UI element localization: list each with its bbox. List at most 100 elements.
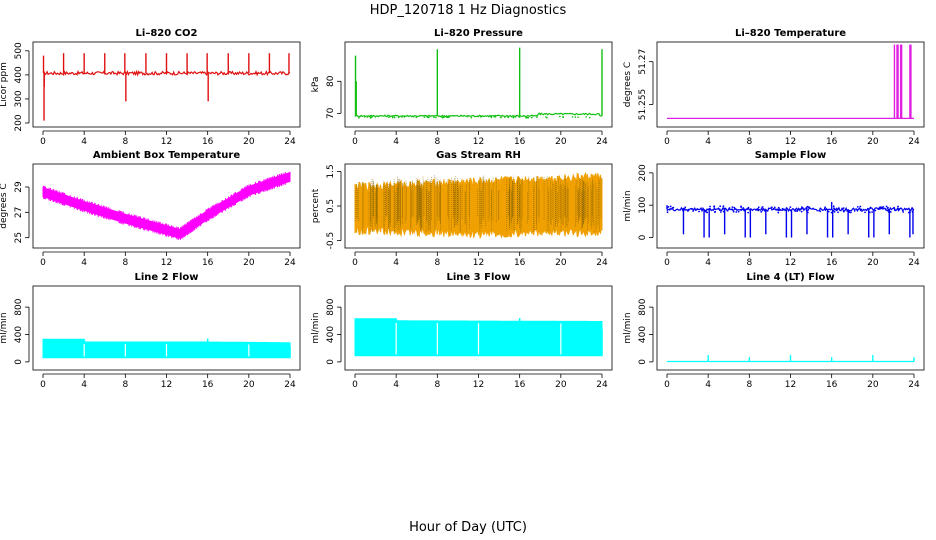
flow-point (743, 208, 746, 211)
flow-point (687, 210, 689, 212)
outlier-point (490, 116, 493, 119)
flow-point (860, 208, 863, 211)
outlier-point (588, 116, 591, 119)
flow-point (849, 211, 852, 214)
flow-point (882, 205, 885, 208)
x-tick-label: 24 (908, 137, 920, 147)
outlier-point (527, 116, 530, 119)
panel-9: 0 4 8 12 16 20 24 0 400 800 ml/min Line 4 (LT) Flow (623, 272, 925, 390)
outlier-point (412, 115, 415, 118)
flow-point (885, 205, 888, 208)
flow-point (871, 211, 874, 213)
outlier-point (363, 116, 366, 118)
outlier-point (374, 115, 377, 118)
outlier-point (500, 116, 502, 119)
y-tick-label: 800 (326, 298, 336, 315)
x-tick-label: 20 (555, 137, 567, 147)
flow-point (735, 211, 738, 213)
y-tick-label: 200 (638, 164, 648, 181)
flow-point (805, 209, 808, 212)
y-tick-label: 0 (326, 359, 336, 365)
flow-point (789, 206, 792, 209)
flow-point (770, 206, 773, 209)
flow-point (761, 206, 764, 208)
flow-point (667, 206, 670, 208)
y-tick-label: 80 (326, 75, 336, 87)
x-tick-label: 24 (284, 137, 296, 147)
flow-point (772, 207, 775, 210)
flow-point (773, 206, 776, 209)
outlier-point (562, 115, 564, 118)
x-tick-label: 16 (514, 380, 526, 390)
x-tick-label: 16 (514, 137, 526, 147)
flow-point (708, 207, 711, 210)
y-tick-label: 0 (14, 359, 24, 365)
x-tick-label: 0 (664, 380, 670, 390)
x-tick-label: 0 (352, 258, 358, 268)
flow-point (832, 205, 835, 208)
outlier-point (518, 116, 521, 118)
panel-title: Li–820 CO2 (136, 28, 198, 39)
x-tick-label: 8 (746, 380, 752, 390)
outlier-point (401, 116, 403, 118)
y-axis-label: kPa (311, 77, 321, 93)
x-tick-label: 16 (202, 380, 214, 390)
flow-point (909, 211, 911, 213)
plot-area (666, 201, 915, 238)
x-tick-label: 24 (284, 380, 296, 390)
outlier-point (358, 117, 360, 119)
flow-point (897, 205, 900, 208)
flow-point (719, 205, 722, 208)
flow-point (893, 209, 896, 211)
y-tick-label: 25 (14, 232, 24, 243)
outlier-point (585, 116, 588, 118)
flow-point (757, 206, 760, 209)
outlier-point (493, 115, 496, 118)
flow-point (886, 206, 889, 209)
flow-point (824, 206, 827, 209)
flow-point (893, 206, 895, 209)
flow-point (869, 206, 872, 209)
plot-frame (344, 285, 613, 371)
y-tick-label: 0 (638, 359, 648, 365)
flow-point (720, 211, 722, 213)
x-tick-label: 16 (826, 137, 838, 147)
flow-point (781, 207, 784, 210)
outlier-point (571, 116, 574, 118)
x-tick-label: 24 (908, 380, 920, 390)
flow-point (733, 206, 736, 209)
y-axis-label: degrees C (623, 62, 633, 107)
flow-point (741, 208, 744, 211)
x-tick-label: 20 (243, 137, 255, 147)
x-tick-label: 0 (352, 380, 358, 390)
flow-point (832, 207, 835, 210)
panel-3: 0 4 8 12 16 20 24 51.255 51.27 degrees C Li–820 Te… (623, 28, 925, 147)
flow-point (800, 206, 803, 209)
y-axis-label: Licor ppm (0, 62, 9, 107)
outlier-point (525, 116, 528, 119)
flow-point (805, 207, 808, 210)
flow-point (746, 208, 749, 211)
plot-area (354, 318, 603, 357)
flow-point (706, 211, 708, 214)
x-tick-label: 4 (81, 380, 87, 390)
flow-point (902, 211, 905, 213)
x-tick-label: 12 (473, 137, 484, 147)
flow-point (833, 210, 836, 213)
panel-title: Gas Stream RH (436, 150, 521, 161)
outlier-point (415, 116, 418, 119)
flow-point (796, 210, 798, 212)
flow-point (794, 210, 797, 212)
x-tick-label: 0 (664, 137, 670, 147)
series-line (354, 112, 603, 118)
plot-area (667, 44, 914, 119)
outlier-point (435, 116, 437, 119)
panel-title: Line 2 Flow (135, 272, 199, 283)
flow-point (668, 208, 671, 211)
figure-title: HDP_120718 1 Hz Diagnostics (370, 3, 567, 18)
flow-point (740, 209, 743, 212)
outlier-point (445, 116, 448, 119)
plot-frame (344, 163, 613, 249)
flow-point (709, 205, 711, 208)
